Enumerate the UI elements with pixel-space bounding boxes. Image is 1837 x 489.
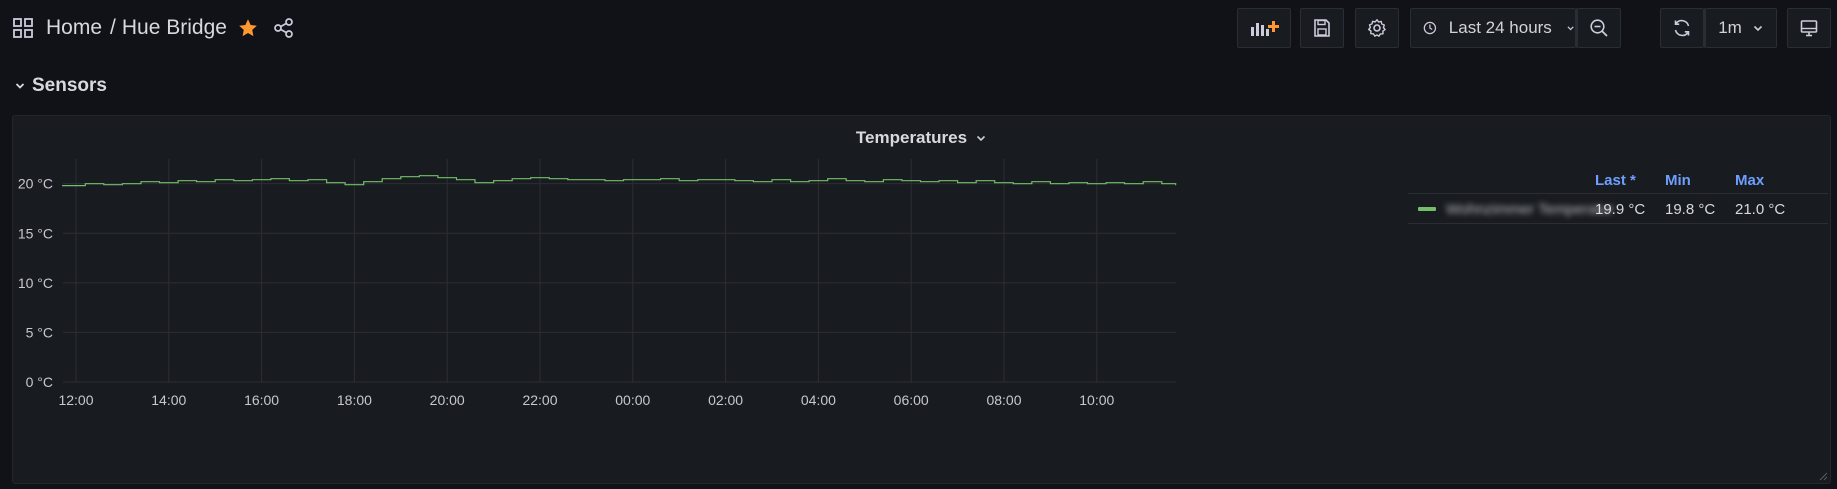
x-tick-label: 16:00 xyxy=(244,392,279,408)
legend-header-last[interactable]: Last * xyxy=(1595,172,1636,189)
legend-table: Last * Min Max Wohnzimmer Temperatur 19.… xyxy=(1408,166,1828,224)
chevron-down-icon xyxy=(1753,25,1762,32)
row-title: Sensors xyxy=(32,75,107,96)
panel-header[interactable]: Temperatures xyxy=(13,124,1830,152)
chevron-down-icon xyxy=(977,135,986,142)
x-tick-label: 12:00 xyxy=(58,392,93,408)
x-tick-label: 00:00 xyxy=(615,392,650,408)
refresh-interval-label: 1m xyxy=(1718,18,1742,37)
time-range-label: Last 24 hours xyxy=(1448,18,1552,37)
breadcrumb: Home / Hue Bridge xyxy=(12,12,295,44)
x-tick-label: 04:00 xyxy=(801,392,836,408)
panel-resize-handle[interactable] xyxy=(1818,471,1828,481)
save-dashboard-button[interactable] xyxy=(1300,8,1344,48)
row-header-sensors[interactable]: Sensors xyxy=(14,73,107,99)
legend-row[interactable]: Wohnzimmer Temperatur 19.9 °C 19.8 °C 21… xyxy=(1408,194,1828,224)
apps-grid-icon[interactable] xyxy=(12,17,34,39)
star-icon[interactable] xyxy=(237,17,259,39)
y-tick-label: 10 °C xyxy=(18,275,53,291)
breadcrumb-home-link[interactable]: Home xyxy=(46,16,103,39)
refresh-button[interactable] xyxy=(1660,8,1704,48)
x-tick-label: 08:00 xyxy=(986,392,1021,408)
legend-max-value: 21.0 °C xyxy=(1735,201,1786,218)
time-range-picker[interactable]: Last 24 hours xyxy=(1410,8,1576,48)
temperature-graph[interactable]: 20 °C 15 °C 10 °C 5 °C 0 °C 12:00 14:00 16:00 18… xyxy=(13,116,1403,485)
save-icon xyxy=(1314,19,1330,37)
x-tick-label: 14:00 xyxy=(151,392,186,408)
breadcrumb-separator: / xyxy=(110,16,116,39)
legend-last-value: 19.9 °C xyxy=(1595,201,1646,218)
x-tick-label: 18:00 xyxy=(337,392,372,408)
legend-min-value: 19.8 °C xyxy=(1665,201,1716,218)
x-tick-label: 06:00 xyxy=(894,392,929,408)
chevron-down-icon xyxy=(15,83,25,89)
toolbar-divider xyxy=(1704,8,1705,48)
legend-header-min[interactable]: Min xyxy=(1665,172,1691,189)
monitor-icon xyxy=(1800,20,1818,37)
x-tick-label: 22:00 xyxy=(522,392,557,408)
y-tick-label: 5 °C xyxy=(26,324,53,340)
clock-icon xyxy=(1423,21,1437,35)
zoom-out-icon xyxy=(1590,19,1608,37)
y-tick-label: 20 °C xyxy=(18,176,53,192)
legend-series-swatch[interactable] xyxy=(1418,207,1436,211)
legend-series-name[interactable]: Wohnzimmer Temperatur xyxy=(1446,201,1614,218)
legend-header-max[interactable]: Max xyxy=(1735,172,1765,189)
chevron-down-icon xyxy=(1567,26,1574,31)
legend-header: Last * Min Max xyxy=(1408,166,1828,194)
cycle-view-mode-button[interactable] xyxy=(1787,8,1831,48)
add-panel-button[interactable] xyxy=(1237,8,1291,48)
panel-title: Temperatures xyxy=(855,128,968,147)
series-line xyxy=(62,175,1177,187)
y-tick-label: 15 °C xyxy=(18,225,53,241)
dashboard-settings-button[interactable] xyxy=(1355,8,1399,48)
add-panel-icon xyxy=(1251,21,1279,36)
x-tick-label: 10:00 xyxy=(1079,392,1114,408)
refresh-interval-picker[interactable]: 1m xyxy=(1705,8,1777,48)
refresh-icon xyxy=(1674,19,1690,37)
gear-icon xyxy=(1368,19,1386,37)
share-icon[interactable] xyxy=(273,17,295,39)
x-tick-label: 20:00 xyxy=(430,392,465,408)
x-tick-label: 02:00 xyxy=(708,392,743,408)
zoom-out-button[interactable] xyxy=(1577,8,1621,48)
dashboard-navbar: Home / Hue Bridge xyxy=(0,0,1837,56)
toolbar-divider xyxy=(1576,8,1577,48)
dashboard-title[interactable]: Hue Bridge xyxy=(121,16,227,39)
y-tick-label: 0 °C xyxy=(26,374,53,390)
temperatures-panel: Temperatures 20 °C 15 °C 10 °C 5 °C 0 °C 12:0… xyxy=(12,115,1831,484)
